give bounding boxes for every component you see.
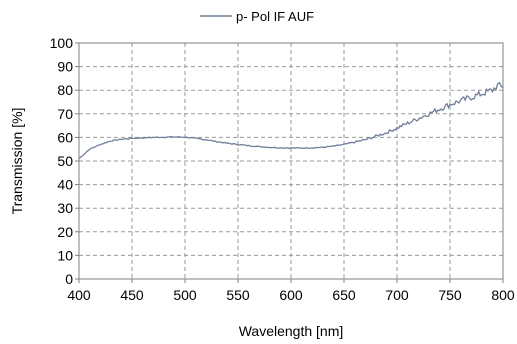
y-tick-label-30: 30 xyxy=(57,200,73,216)
y-tick-label-80: 80 xyxy=(57,82,73,98)
x-tick-label-400: 400 xyxy=(67,287,91,303)
x-tick-label-650: 650 xyxy=(332,287,356,303)
x-tick-label-800: 800 xyxy=(491,287,515,303)
legend: p- Pol IF AUF xyxy=(200,9,314,24)
x-tick-label-700: 700 xyxy=(385,287,409,303)
y-tick-label-20: 20 xyxy=(57,224,73,240)
series-line xyxy=(78,81,504,160)
x-axis-title: Wavelength [nm] xyxy=(239,323,344,339)
y-axis-title: Transmission [%] xyxy=(9,108,25,215)
x-tick-label-500: 500 xyxy=(173,287,197,303)
y-tick-label-60: 60 xyxy=(57,129,73,145)
x-tick-label-600: 600 xyxy=(279,287,303,303)
x-tick-label-550: 550 xyxy=(226,287,250,303)
tick-labels: 400 450 500 550 600 650 700 750 800 0 10 20 30 40 50 60… xyxy=(50,35,515,303)
y-tick-label-90: 90 xyxy=(57,59,73,75)
y-tick-label-100: 100 xyxy=(50,35,74,51)
x-tick-label-750: 750 xyxy=(438,287,462,303)
x-tick-label-450: 450 xyxy=(120,287,144,303)
y-tick-label-70: 70 xyxy=(57,106,73,122)
grid xyxy=(79,43,503,279)
legend-label: p- Pol IF AUF xyxy=(236,9,314,24)
y-tick-label-40: 40 xyxy=(57,177,73,193)
y-tick-label-50: 50 xyxy=(57,153,73,169)
y-tick-label-0: 0 xyxy=(65,271,73,287)
y-tick-label-10: 10 xyxy=(57,247,73,263)
